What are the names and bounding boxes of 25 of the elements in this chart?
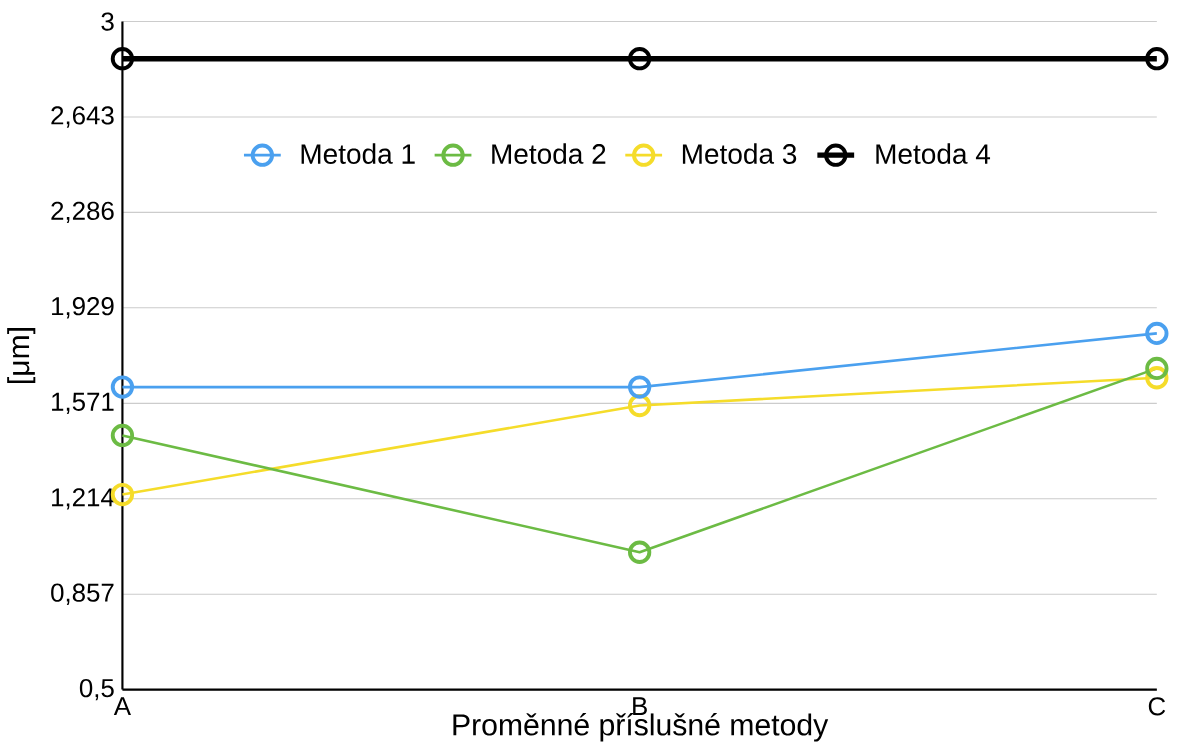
- point: [110, 423, 135, 448]
- point: [1145, 321, 1169, 346]
- point: [1145, 356, 1169, 381]
- x-tick-label: B: [633, 697, 647, 716]
- x-tick-label: C: [1148, 697, 1166, 716]
- point: [627, 47, 652, 71]
- y-tick-label: 1,571: [52, 392, 114, 415]
- point: [1145, 47, 1169, 71]
- y-tick-label: 1,214: [52, 488, 115, 510]
- x-axis-title: Proměnné příslušné metody: [453, 713, 829, 742]
- point: [627, 540, 652, 565]
- y-tick-label: 0,5: [79, 679, 114, 701]
- legend-label: Metoda 3: [682, 143, 797, 165]
- x-tick-label: A: [113, 697, 132, 716]
- y-tick-label: 1,929: [52, 297, 114, 319]
- legend-label: Metoda 2: [492, 143, 606, 165]
- y-tick-label: 0,857: [51, 583, 114, 606]
- y-tick-label: 2,286: [51, 201, 114, 224]
- point: [110, 47, 135, 71]
- legend-label: Metoda 1: [301, 143, 415, 165]
- legend-label: Metoda 4: [876, 143, 991, 165]
- point: [627, 375, 652, 399]
- y-axis-title: [μm]: [7, 328, 36, 384]
- y-tick-label: 2,643: [51, 106, 114, 128]
- y-tick-label: 3: [101, 12, 114, 31]
